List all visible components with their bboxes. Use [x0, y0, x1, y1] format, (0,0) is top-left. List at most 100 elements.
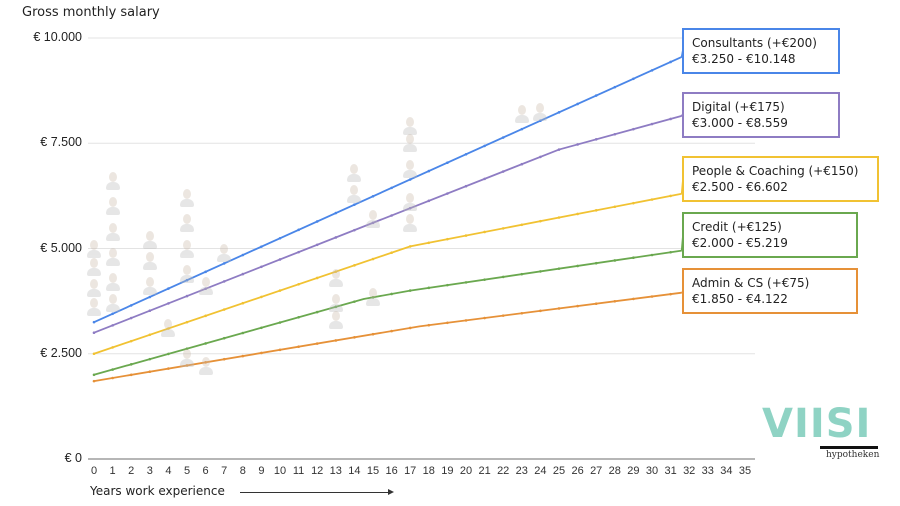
- employee-photo: [198, 357, 213, 376]
- data-point: [92, 373, 96, 377]
- data-point: [241, 272, 245, 276]
- data-point: [632, 201, 635, 205]
- data-point: [539, 155, 542, 159]
- legend-people-coaching: People & Coaching (+€150) €2.500 - €6.60…: [682, 156, 879, 202]
- data-point: [334, 236, 338, 239]
- data-point: [520, 162, 524, 166]
- data-point: [297, 345, 300, 349]
- data-point: [576, 264, 579, 268]
- data-point: [520, 272, 524, 276]
- data-point: [353, 264, 356, 267]
- data-point: [297, 228, 300, 232]
- data-point: [353, 203, 356, 206]
- x-axis-arrow: [240, 492, 390, 493]
- x-tick-label: 22: [497, 465, 510, 477]
- employee-photo: [180, 214, 194, 233]
- x-tick-label: 28: [608, 465, 621, 477]
- employee-photo: [180, 188, 194, 207]
- data-point: [334, 270, 338, 273]
- data-point: [632, 77, 635, 81]
- x-tick-label: 7: [221, 465, 228, 477]
- x-tick-label: 21: [478, 465, 491, 477]
- data-point: [446, 161, 449, 165]
- x-tick-label: 16: [385, 465, 398, 477]
- data-point: [632, 127, 635, 131]
- data-point: [167, 302, 170, 305]
- data-point: [167, 352, 170, 356]
- employee-photo: [514, 104, 529, 123]
- data-point: [613, 205, 617, 209]
- series-line: [93, 291, 682, 383]
- data-point: [446, 237, 449, 241]
- legend-digital: Digital (+€175) €3.000 - €8.559: [682, 92, 840, 138]
- logo-subtitle: hypotheken: [826, 450, 880, 460]
- data-point: [650, 122, 654, 126]
- data-point: [241, 354, 245, 358]
- x-tick-label: 2: [128, 465, 135, 477]
- x-tick-label: 34: [720, 465, 733, 477]
- data-point: [260, 295, 263, 299]
- x-tick-label: 25: [552, 465, 566, 477]
- y-tick-label: € 7.500: [40, 135, 82, 150]
- data-point: [111, 312, 114, 316]
- data-point: [594, 261, 598, 265]
- data-point: [408, 178, 412, 181]
- data-point: [334, 339, 338, 342]
- employee-photo: [180, 348, 194, 367]
- data-point: [669, 117, 672, 121]
- x-tick-label: 5: [183, 465, 191, 477]
- legend-range: €3.000 - €8.559: [692, 116, 788, 130]
- legend-title: Consultants (+€200): [692, 36, 817, 50]
- data-point: [167, 287, 170, 290]
- employee-photo: [142, 277, 157, 296]
- data-point: [632, 297, 635, 301]
- x-tick-label: 13: [329, 465, 342, 477]
- viisi-logo: VIISI hypotheken: [762, 404, 882, 460]
- data-point: [353, 336, 356, 339]
- data-point: [185, 347, 189, 350]
- data-point: [260, 245, 263, 248]
- data-point: [557, 307, 561, 310]
- employee-photo: [403, 159, 418, 178]
- data-point: [167, 367, 170, 370]
- x-axis-label: Years work experience: [90, 484, 225, 498]
- x-tick-label: 9: [258, 465, 265, 477]
- employee-photo: [105, 197, 120, 216]
- data-point: [576, 212, 579, 216]
- data-point: [520, 127, 524, 131]
- data-point: [278, 321, 282, 324]
- data-point: [334, 211, 338, 215]
- x-tick-label: 15: [366, 465, 380, 477]
- legend-title: Credit (+€125): [692, 220, 782, 234]
- data-point: [390, 186, 393, 190]
- data-point: [464, 234, 468, 237]
- data-point: [390, 251, 393, 255]
- data-point: [111, 346, 114, 349]
- data-point: [539, 270, 542, 273]
- employee-photo: [217, 243, 232, 262]
- data-point: [446, 321, 449, 325]
- data-point: [427, 286, 431, 290]
- employee-photo: [366, 287, 380, 306]
- data-point: [464, 319, 468, 322]
- data-point: [650, 198, 654, 201]
- data-point: [520, 311, 524, 315]
- data-point: [222, 336, 226, 340]
- data-point: [557, 267, 561, 270]
- data-point: [613, 85, 617, 89]
- employee-photo: [180, 239, 194, 258]
- x-tick-label: 27: [590, 465, 603, 477]
- y-tick-label: € 10.000: [33, 30, 82, 44]
- employee-photo: [403, 134, 418, 153]
- data-point: [204, 270, 207, 274]
- logo-underline: [820, 446, 878, 449]
- data-point: [539, 309, 542, 313]
- employee-photo: [403, 193, 418, 212]
- data-point: [632, 256, 635, 260]
- data-point: [148, 370, 152, 374]
- x-tick-label: 8: [239, 465, 246, 477]
- x-tick-label: 20: [459, 465, 473, 477]
- data-point: [222, 357, 226, 361]
- data-point: [92, 352, 96, 356]
- x-tick-label: 11: [292, 465, 305, 477]
